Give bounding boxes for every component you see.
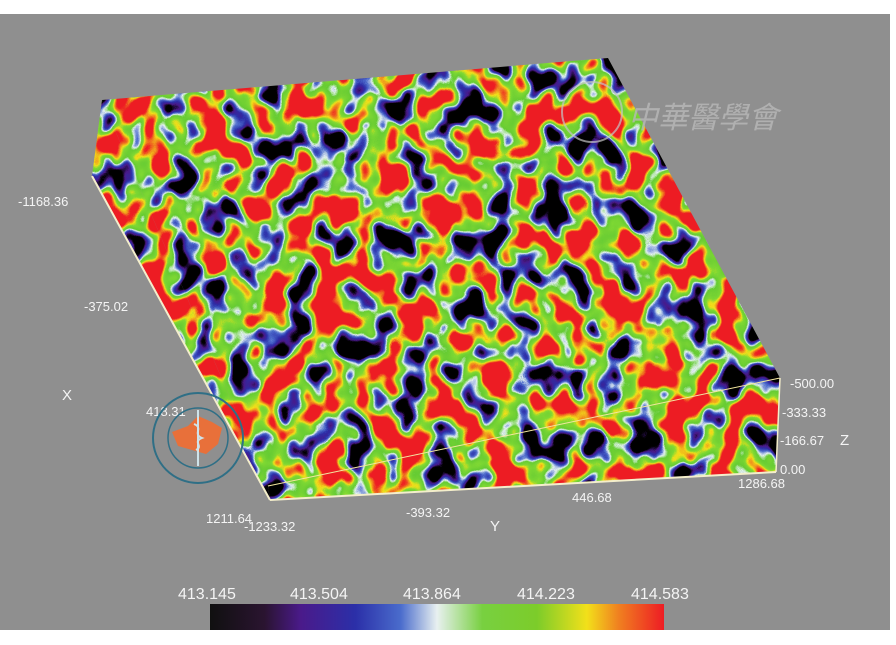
x-tick: 418.31 bbox=[146, 404, 186, 419]
x-tick: 1211.64 bbox=[206, 511, 252, 526]
x-axis-line bbox=[91, 175, 271, 501]
face-edge bbox=[267, 377, 781, 487]
z-axis-line bbox=[775, 377, 781, 473]
watermark-text: 中華醫學會 bbox=[628, 101, 782, 136]
x-tick: -375.02 bbox=[84, 299, 128, 314]
z-axis-label: Z bbox=[840, 432, 849, 449]
y-tick: -393.32 bbox=[406, 505, 450, 520]
cma-logo bbox=[152, 392, 244, 484]
colorbar-tick: 414.583 bbox=[631, 586, 689, 603]
colorbar-tick: 413.145 bbox=[178, 586, 236, 603]
colorbar bbox=[210, 604, 664, 630]
x-axis-label: X bbox=[62, 387, 72, 404]
colorbar-ticks: 413.145 413.504 413.864 414.223 414.583 bbox=[178, 586, 689, 603]
x-tick: -1168.36 bbox=[18, 194, 68, 209]
y-axis-label: Y bbox=[490, 518, 500, 535]
z-tick: -500.00 bbox=[790, 376, 834, 391]
z-tick: -166.67 bbox=[780, 433, 824, 448]
z-tick: -333.33 bbox=[782, 405, 826, 420]
watermark-seal-icon bbox=[561, 81, 623, 143]
y-tick: -1233.32 bbox=[244, 519, 295, 534]
y-tick: 446.68 bbox=[572, 490, 612, 505]
render-viewport: -1168.36 -375.02 418.31 1211.64 X -1233.… bbox=[0, 14, 890, 630]
z-tick: 0.00 bbox=[780, 462, 805, 477]
colorbar-tick: 413.504 bbox=[290, 586, 348, 603]
colorbar-tick: 414.223 bbox=[517, 586, 575, 603]
y-axis-line bbox=[269, 471, 777, 501]
watermark: 中華醫學會 bbox=[561, 81, 782, 143]
volume-plot: -1168.36 -375.02 418.31 1211.64 X -1233.… bbox=[18, 58, 849, 630]
colorbar-tick: 413.864 bbox=[403, 586, 461, 603]
y-tick: 1286.68 bbox=[738, 476, 785, 491]
